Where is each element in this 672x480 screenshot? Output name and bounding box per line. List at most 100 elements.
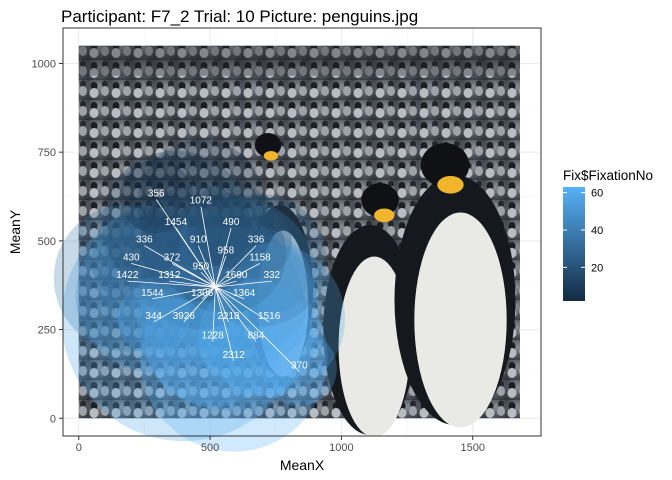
fixation-circle <box>172 223 317 368</box>
fixation-circle <box>193 194 327 327</box>
x-tick-label: 0 <box>76 442 82 454</box>
fixation-circle <box>136 227 321 411</box>
y-tick-label: 500 <box>38 236 56 248</box>
fixation-circle <box>220 206 292 279</box>
fixation-circle <box>187 181 275 269</box>
penguin-center <box>323 183 417 436</box>
fixation-leader-line <box>171 263 216 288</box>
fixation-leader-line <box>153 286 216 323</box>
x-axis-title: MeanX <box>280 457 325 473</box>
fixation-label: 1690 <box>225 270 248 281</box>
x-tick-label: 500 <box>201 442 219 454</box>
fixation-leader-line <box>175 227 216 288</box>
fixation-leader-line <box>183 286 216 323</box>
fixation-label: 3926 <box>173 311 196 322</box>
fixation-label: 332 <box>263 270 280 281</box>
fixation-circle <box>90 219 172 301</box>
fixation-label: 1364 <box>233 288 256 299</box>
fixation-circle <box>139 264 328 452</box>
fixation-label: 1312 <box>158 270 181 281</box>
fixation-label: 344 <box>145 311 162 322</box>
photo-penguins <box>78 45 520 436</box>
fixation-leader-line <box>215 286 270 323</box>
fixation-leader-line <box>215 286 257 342</box>
legend-title: Fix$FixationNo <box>563 168 653 183</box>
fixation-leader-line <box>214 256 227 288</box>
fixation-label: 1544 <box>141 288 164 299</box>
fixation-leader-line <box>131 262 216 288</box>
fixation-label: 1422 <box>116 270 139 281</box>
background-photo-penguins <box>78 45 520 436</box>
fixation-leader-line <box>215 286 300 372</box>
fixation-label: 1228 <box>202 330 225 341</box>
fixation-leader-line <box>127 280 216 288</box>
penguin-head <box>361 183 399 217</box>
fixation-circle <box>236 242 308 314</box>
fixation-leader-line <box>152 286 216 300</box>
legend-colorbar <box>563 187 585 301</box>
fixation-leader-line <box>215 245 257 288</box>
y-tick-label: 750 <box>38 147 56 159</box>
fixation-circle <box>156 197 317 359</box>
legend-tick-label: 40 <box>591 225 603 237</box>
penguin-neck-patch <box>374 208 395 223</box>
fixation-leader-line <box>212 286 216 342</box>
fixation-label: 490 <box>223 217 240 228</box>
fixation-label: 1158 <box>249 252 271 263</box>
fixation-label: 356 <box>148 189 165 200</box>
legend-ticks: 20 40 60 <box>563 188 603 274</box>
fixation-circle <box>101 150 251 300</box>
x-tick-label: 1000 <box>329 442 353 454</box>
fixation-label: 950 <box>193 261 210 272</box>
penguin-left <box>247 133 313 377</box>
fixation-circle <box>165 192 287 314</box>
fixation-circle <box>134 222 210 298</box>
fixation-label: 884 <box>248 330 265 341</box>
fixation-label: 336 <box>248 235 265 246</box>
fixation-label: 336 <box>136 235 153 246</box>
fixation-label: 1306 <box>191 288 214 299</box>
fixation-circle <box>198 280 315 397</box>
penguin-neck-patch <box>263 151 279 161</box>
fixation-leader-line <box>215 280 272 288</box>
fixation-circle <box>261 331 337 407</box>
fixation-leader-line <box>215 286 245 300</box>
penguin-neck-patch <box>437 176 464 194</box>
penguin-belly <box>257 230 309 377</box>
fixation-circle <box>193 242 346 395</box>
chart-title: Participant: F7_2 Trial: 10 Picture: pen… <box>61 7 418 26</box>
fixation-circle <box>117 282 190 356</box>
penguin-belly <box>338 256 410 436</box>
y-tick-label: 0 <box>50 413 56 425</box>
x-tick-label: 1500 <box>460 442 484 454</box>
penguin-belly <box>414 212 507 428</box>
penguin-right <box>394 143 516 428</box>
fixation-leader-line <box>214 286 229 323</box>
fixation-circle <box>131 225 273 367</box>
fixation-circle <box>119 159 194 234</box>
y-tick-label: 250 <box>38 325 56 337</box>
fixation-circle <box>75 219 229 373</box>
fixation-circle <box>139 183 258 302</box>
fixation-circle <box>108 206 181 279</box>
fixation-label: 910 <box>190 235 207 246</box>
fixation-circle <box>98 207 241 349</box>
fixation-leader-line <box>215 263 261 288</box>
fixation-leader-line <box>214 286 235 362</box>
fixation-leader-line <box>214 227 232 288</box>
photo-top-shade <box>78 45 520 76</box>
y-axis: 0 250 500 750 1000 <box>32 58 63 425</box>
fixation-label: 1454 <box>165 217 188 228</box>
fixation-label: 2312 <box>223 350 246 361</box>
fixation-label: 958 <box>217 245 234 256</box>
legend-tick-label: 20 <box>591 262 603 274</box>
fixation-label: 1516 <box>258 311 281 322</box>
penguin-head <box>420 143 470 187</box>
fixation-circle <box>137 139 265 268</box>
panel-border <box>62 27 542 437</box>
y-tick-label: 1000 <box>32 58 56 70</box>
fixation-circle <box>140 209 261 330</box>
fixation-leader-line <box>200 206 216 288</box>
